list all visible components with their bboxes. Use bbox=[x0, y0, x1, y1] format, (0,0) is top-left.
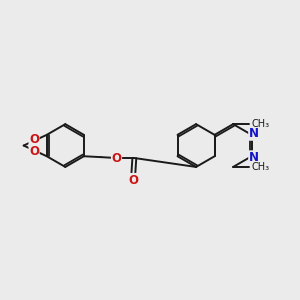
Text: O: O bbox=[29, 145, 39, 158]
Text: O: O bbox=[128, 173, 138, 187]
Text: N: N bbox=[249, 127, 259, 140]
Text: N: N bbox=[249, 151, 259, 164]
Text: O: O bbox=[29, 133, 39, 146]
Text: O: O bbox=[112, 152, 122, 164]
Text: CH₃: CH₃ bbox=[252, 119, 270, 129]
Text: CH₃: CH₃ bbox=[252, 162, 270, 172]
